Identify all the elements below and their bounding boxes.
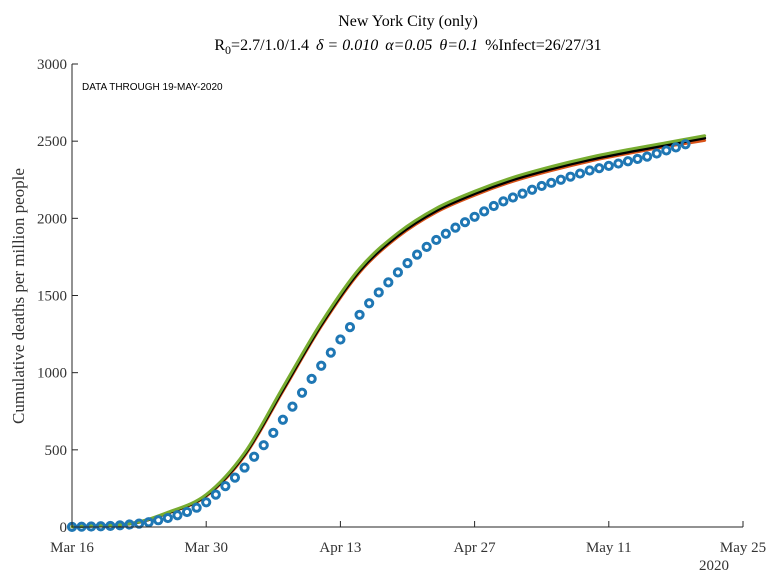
x-year-label: 2020 xyxy=(699,558,729,572)
data-point xyxy=(392,267,404,278)
data-point xyxy=(642,151,653,162)
data-point xyxy=(536,180,547,192)
data-point xyxy=(507,192,519,203)
data-point xyxy=(584,165,595,176)
subtitle-theta: θ=0.1 xyxy=(439,37,478,54)
subtitle-infect: %Infect=26/27/31 xyxy=(485,37,602,54)
data-point xyxy=(469,211,480,222)
data-point xyxy=(239,462,250,473)
data-point xyxy=(124,519,135,530)
subtitle-r-subscript: 0 xyxy=(225,43,231,57)
data-point xyxy=(488,200,499,212)
x-tick-label: May 11 xyxy=(586,540,632,556)
x-tick-label: Apr 13 xyxy=(319,540,361,556)
data-point xyxy=(287,401,298,412)
x-tick-label: Apr 27 xyxy=(454,540,497,556)
series-layer xyxy=(66,134,707,532)
y-tick-label: 1500 xyxy=(37,289,67,305)
data-point xyxy=(527,184,538,195)
data-point xyxy=(344,322,356,333)
data-point xyxy=(613,158,624,169)
series-line-1 xyxy=(70,136,707,529)
data-point xyxy=(229,472,241,483)
subtitle-delta: δ = 0.010 xyxy=(316,37,378,54)
data-point xyxy=(565,171,576,182)
data-point xyxy=(680,139,691,150)
data-point xyxy=(517,188,528,199)
x-tick-label: Mar 16 xyxy=(50,540,94,556)
data-point xyxy=(670,142,682,153)
data-point xyxy=(632,153,643,165)
data-point xyxy=(651,148,662,159)
data-point xyxy=(335,334,346,345)
data-point xyxy=(354,309,365,320)
subtitle-r-values: =2.7/1.0/1.4 xyxy=(231,37,309,54)
data-point xyxy=(306,373,317,384)
data-point xyxy=(201,497,212,508)
x-tick-label: Mar 30 xyxy=(184,540,228,556)
data-point xyxy=(421,241,432,252)
data-point xyxy=(479,206,490,217)
y-tick-label: 2500 xyxy=(37,134,67,150)
data-point xyxy=(661,145,672,156)
data-point xyxy=(574,168,586,179)
data-point xyxy=(95,521,106,532)
data-point xyxy=(555,174,566,185)
data-point xyxy=(268,427,279,438)
x-tick-label: May 25 xyxy=(720,540,766,556)
data-point xyxy=(249,451,260,462)
data-point xyxy=(277,414,288,425)
data-point xyxy=(459,217,471,228)
data-point xyxy=(594,163,605,174)
data-point xyxy=(162,512,173,524)
series-line-2 xyxy=(70,134,707,529)
data-point xyxy=(220,481,231,492)
data-point xyxy=(153,515,164,526)
chart-subtitle: R0=2.7/1.0/1.4 δ = 0.010 α=0.05 θ=0.1 %Infec… xyxy=(214,37,601,57)
data-point xyxy=(296,387,308,398)
data-point xyxy=(181,506,193,518)
series-line-0 xyxy=(70,138,707,529)
data-point xyxy=(258,440,269,451)
subtitle-alpha: α=0.05 xyxy=(385,37,432,54)
data-point xyxy=(440,228,451,239)
data-point xyxy=(105,520,116,532)
y-tick-label: 0 xyxy=(60,520,68,536)
data-point xyxy=(622,156,634,167)
axes-layer: 0 500 1000 1500 2000 2500 3000 Mar 16 Mar 30 Apr … xyxy=(37,57,766,556)
data-point xyxy=(450,222,461,233)
data-point xyxy=(431,234,442,246)
data-point xyxy=(143,517,154,528)
data-point xyxy=(172,510,183,521)
y-tick-label: 500 xyxy=(45,443,68,459)
data-point xyxy=(373,287,384,298)
data-point xyxy=(364,298,375,309)
data-point xyxy=(325,347,336,358)
data-point xyxy=(191,502,202,513)
data-point xyxy=(546,177,557,188)
y-tick-label: 2000 xyxy=(37,211,67,227)
chart-title: New York City (only) xyxy=(338,13,478,30)
data-point xyxy=(383,277,394,288)
data-point xyxy=(210,489,221,500)
data-point xyxy=(402,257,413,269)
data-point xyxy=(316,360,327,371)
data-through-annotation: DATA THROUGH 19-MAY-2020 xyxy=(82,82,223,93)
y-tick-label: 3000 xyxy=(37,57,67,73)
data-point xyxy=(411,249,423,260)
data-point xyxy=(114,520,126,531)
data-point xyxy=(498,196,509,207)
data-point xyxy=(603,160,614,171)
subtitle-r-letter: R xyxy=(214,37,225,54)
y-tick-label: 1000 xyxy=(37,366,67,382)
y-axis-label: Cumulative deaths per million people xyxy=(9,168,28,424)
